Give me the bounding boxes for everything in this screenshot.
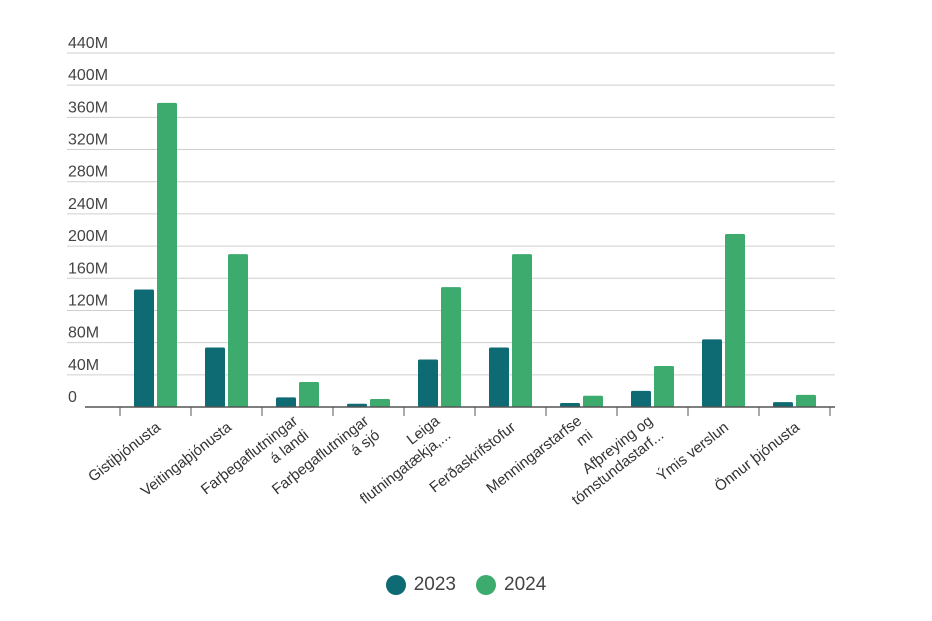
bar-2023 xyxy=(631,390,651,407)
y-tick-label: 400M xyxy=(68,67,108,84)
bar-2024 xyxy=(796,394,816,407)
x-axis xyxy=(85,406,835,416)
legend-label-2023: 2023 xyxy=(413,574,456,595)
bar-2024 xyxy=(654,365,674,407)
legend-label-2024: 2024 xyxy=(504,574,547,595)
y-tick-label: 80M xyxy=(68,325,99,342)
bar-2023 xyxy=(134,289,154,407)
y-tick-label: 240M xyxy=(68,196,108,213)
y-tick-label: 0 xyxy=(68,389,77,406)
bar-2023 xyxy=(276,397,296,407)
y-axis-ticks: 0 40M 80M 120M 160M 200M 240M 280M 320M 360M 400M 4… xyxy=(68,35,108,406)
legend-item-2024[interactable]: 2024 xyxy=(476,574,546,596)
bar-2023 xyxy=(347,403,367,407)
bar-2023 xyxy=(702,339,722,407)
y-tick-label: 360M xyxy=(68,99,108,116)
bar-2024 xyxy=(228,254,248,407)
y-tick-label: 40M xyxy=(68,357,99,374)
bar-2024 xyxy=(725,234,745,407)
x-tick-label-line: Menningarstarfse xyxy=(483,412,585,497)
bar-2023 xyxy=(560,402,580,407)
y-tick-label: 320M xyxy=(68,132,108,149)
legend-swatch-2023 xyxy=(385,575,406,595)
legend: 2023 2024 xyxy=(0,574,932,596)
bar-2023 xyxy=(205,347,225,407)
gridlines xyxy=(67,52,835,376)
bar-2023 xyxy=(418,359,438,407)
bar-2024 xyxy=(157,102,177,407)
bar-2023 xyxy=(489,347,509,407)
y-tick-label: 160M xyxy=(68,260,108,277)
y-tick-label: 280M xyxy=(68,164,108,181)
y-tick-label: 200M xyxy=(68,228,108,245)
bars xyxy=(134,102,816,407)
bar-2024 xyxy=(370,398,390,407)
legend-swatch-2024 xyxy=(476,575,496,595)
bar-2024 xyxy=(299,382,319,407)
bar-2024 xyxy=(512,254,532,407)
x-axis-ticks: GistiþjónustaVeitingaþjónustaFarþegaflut… xyxy=(85,412,803,509)
bar-2024 xyxy=(441,287,461,407)
bar-2023 xyxy=(773,402,793,407)
y-tick-label: 440M xyxy=(68,35,108,52)
y-tick-label: 120M xyxy=(68,292,108,309)
bar-2024 xyxy=(583,395,603,407)
legend-item-2023[interactable]: 2023 xyxy=(385,574,456,596)
